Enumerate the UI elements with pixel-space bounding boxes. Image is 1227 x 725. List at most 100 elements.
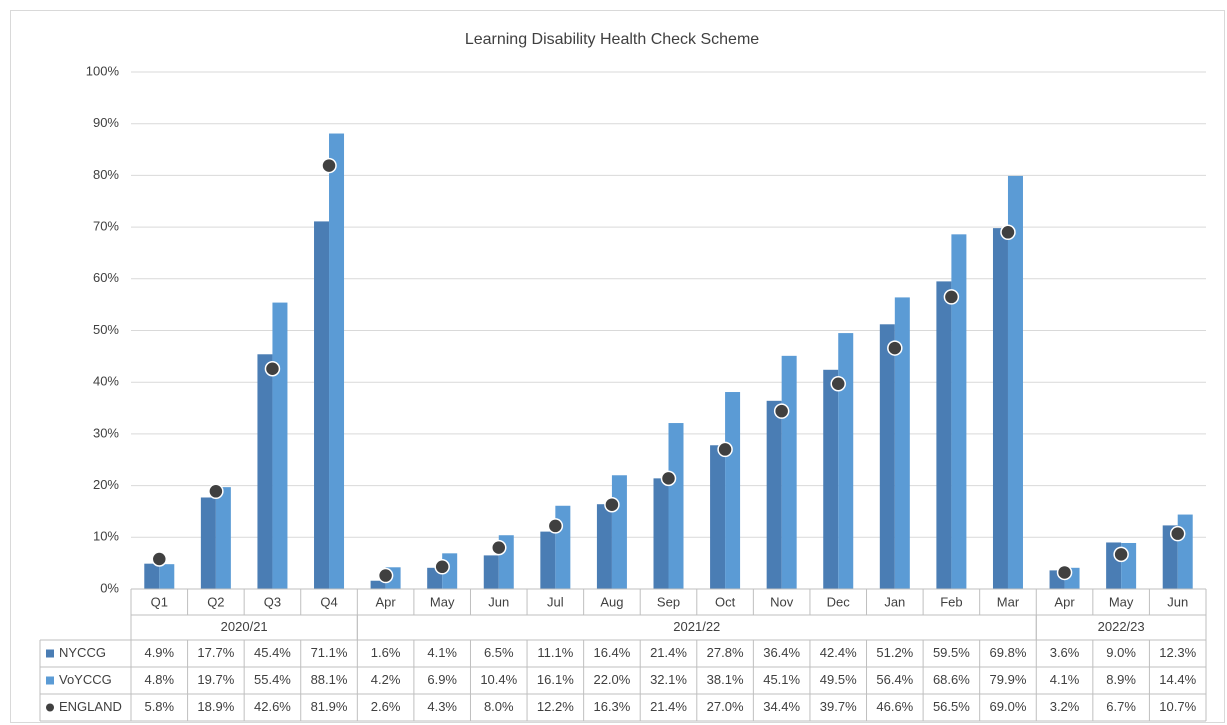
table-cell: 4.8% [144, 672, 174, 687]
y-tick-label: 100% [86, 63, 120, 78]
table-cell: 32.1% [650, 672, 687, 687]
x-tick-label: Dec [827, 594, 851, 609]
table-cell: 4.3% [427, 699, 457, 714]
table-cell: 51.2% [876, 645, 913, 660]
marker [887, 340, 903, 356]
x-tick-label: Q1 [151, 594, 168, 609]
legend-key [46, 703, 54, 712]
x-tick-label: Q2 [207, 594, 224, 609]
table-cell: 9.0% [1106, 645, 1136, 660]
table-cell: 18.9% [197, 699, 234, 714]
table-cell: 27.8% [707, 645, 744, 660]
table-cell: 19.7% [197, 672, 234, 687]
table-cell: 16.3% [593, 699, 630, 714]
y-tick-label: 0% [100, 580, 119, 595]
bar [653, 478, 669, 589]
table-cell: 45.4% [254, 645, 291, 660]
table-cell: 42.6% [254, 699, 291, 714]
marker [1056, 564, 1073, 581]
y-tick-label: 10% [93, 529, 119, 544]
y-tick-label: 70% [93, 219, 119, 234]
table-cell: 49.5% [820, 672, 857, 687]
table-cell: 6.9% [427, 672, 457, 687]
x-tick-label: Feb [940, 594, 962, 609]
bar [272, 302, 288, 589]
table-cell: 17.7% [197, 645, 234, 660]
table-cell: 4.2% [371, 672, 401, 687]
x-tick-label: May [1109, 594, 1134, 609]
bar [555, 505, 571, 589]
table-cell: 12.3% [1159, 645, 1196, 660]
marker [604, 496, 620, 513]
table-cell: 22.0% [593, 672, 630, 687]
marker [264, 361, 281, 377]
table-cell: 10.7% [1159, 699, 1196, 714]
bar [483, 555, 499, 589]
marker [151, 551, 168, 567]
bar [159, 564, 175, 589]
table-cell: 16.4% [593, 645, 630, 660]
marker [208, 483, 224, 500]
marker [660, 470, 677, 487]
bar [894, 297, 910, 589]
table-cell: 68.6% [933, 672, 970, 687]
table-cell: 4.1% [427, 645, 457, 660]
bar [936, 281, 952, 589]
x-tick-label: Q3 [264, 594, 281, 609]
table-cell: 81.9% [311, 699, 348, 714]
x-tick-label: Apr [375, 594, 396, 609]
legend-label: VoYCCG [59, 672, 112, 687]
table-cell: 6.7% [1106, 699, 1136, 714]
legend-label: ENGLAND [59, 699, 122, 714]
marker [830, 376, 846, 392]
bar [1007, 175, 1023, 590]
table-cell: 69.0% [990, 699, 1027, 714]
bar [200, 497, 216, 589]
bar [257, 354, 273, 589]
bar [951, 234, 967, 589]
table-cell: 2.6% [371, 699, 401, 714]
bar [215, 487, 231, 589]
legend-label: NYCCG [59, 645, 106, 660]
table-cell: 1.6% [371, 645, 401, 660]
table-cell: 6.5% [484, 645, 514, 660]
marker [377, 567, 394, 584]
x-tick-label: Mar [997, 594, 1020, 609]
x-tick-label: Aug [600, 594, 623, 609]
bar [838, 333, 854, 589]
bar [144, 563, 160, 589]
table-cell: 56.5% [933, 699, 970, 714]
bar [725, 392, 741, 589]
bar [1177, 514, 1193, 589]
table-cell: 3.6% [1050, 645, 1080, 660]
table-cell: 42.4% [820, 645, 857, 660]
group-label: 2022/23 [1098, 619, 1145, 634]
x-tick-label: Jul [547, 594, 564, 609]
marker [491, 539, 507, 556]
table-cell: 4.9% [144, 645, 174, 660]
table-cell: 55.4% [254, 672, 291, 687]
table-cell: 56.4% [876, 672, 913, 687]
marker [1000, 224, 1016, 241]
x-tick-label: Jun [1167, 594, 1188, 609]
table-cell: 45.1% [763, 672, 800, 687]
y-tick-label: 60% [93, 270, 119, 285]
table-cell: 79.9% [990, 672, 1027, 687]
x-tick-label: Jun [488, 594, 509, 609]
table-cell: 11.1% [537, 645, 573, 660]
table-cell: 21.4% [650, 645, 687, 660]
group-label: 2021/22 [673, 619, 720, 634]
table-cell: 59.5% [933, 645, 970, 660]
table-cell: 88.1% [311, 672, 348, 687]
y-tick-label: 20% [93, 477, 119, 492]
x-tick-label: Q4 [320, 594, 337, 609]
legend-key [46, 676, 54, 685]
table-cell: 12.2% [537, 699, 574, 714]
marker [547, 518, 564, 534]
table-cell: 10.4% [480, 672, 517, 687]
marker [773, 403, 790, 419]
chart-border [10, 10, 1225, 723]
x-tick-label: Jan [884, 594, 905, 609]
table-cell: 8.0% [484, 699, 514, 714]
table-cell: 71.1% [311, 645, 348, 660]
